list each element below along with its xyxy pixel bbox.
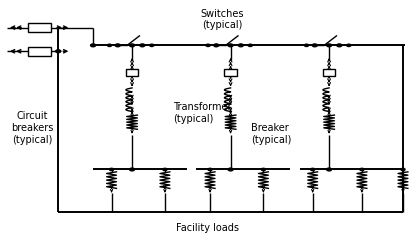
Circle shape (228, 44, 233, 47)
Circle shape (305, 44, 309, 46)
Bar (323, 69, 335, 76)
Text: Transformer
(typical): Transformer (typical) (173, 102, 232, 123)
Circle shape (206, 44, 210, 46)
Circle shape (130, 168, 134, 171)
Circle shape (312, 44, 317, 47)
Circle shape (360, 168, 364, 171)
Text: Circuit
breakers
(typical): Circuit breakers (typical) (11, 112, 54, 145)
Circle shape (150, 44, 154, 46)
Circle shape (238, 44, 243, 47)
Circle shape (140, 44, 145, 47)
Bar (28, 23, 51, 32)
Circle shape (107, 44, 111, 46)
Bar (126, 69, 138, 76)
Circle shape (337, 44, 342, 47)
Circle shape (214, 44, 219, 47)
Circle shape (163, 168, 167, 171)
Circle shape (115, 44, 120, 47)
Circle shape (109, 168, 114, 171)
Circle shape (130, 44, 134, 47)
Circle shape (327, 44, 332, 47)
Text: Breaker
(typical): Breaker (typical) (251, 123, 292, 145)
Circle shape (228, 168, 233, 171)
Text: Switches
(typical): Switches (typical) (201, 9, 244, 30)
Circle shape (208, 168, 212, 171)
Circle shape (56, 50, 61, 53)
Circle shape (311, 168, 315, 171)
Circle shape (327, 168, 332, 171)
Circle shape (261, 168, 265, 171)
Circle shape (401, 168, 405, 171)
Bar (224, 69, 237, 76)
Circle shape (347, 44, 351, 46)
Circle shape (248, 44, 253, 46)
Circle shape (91, 44, 96, 47)
Bar (28, 47, 51, 56)
Text: Facility loads: Facility loads (176, 223, 240, 233)
